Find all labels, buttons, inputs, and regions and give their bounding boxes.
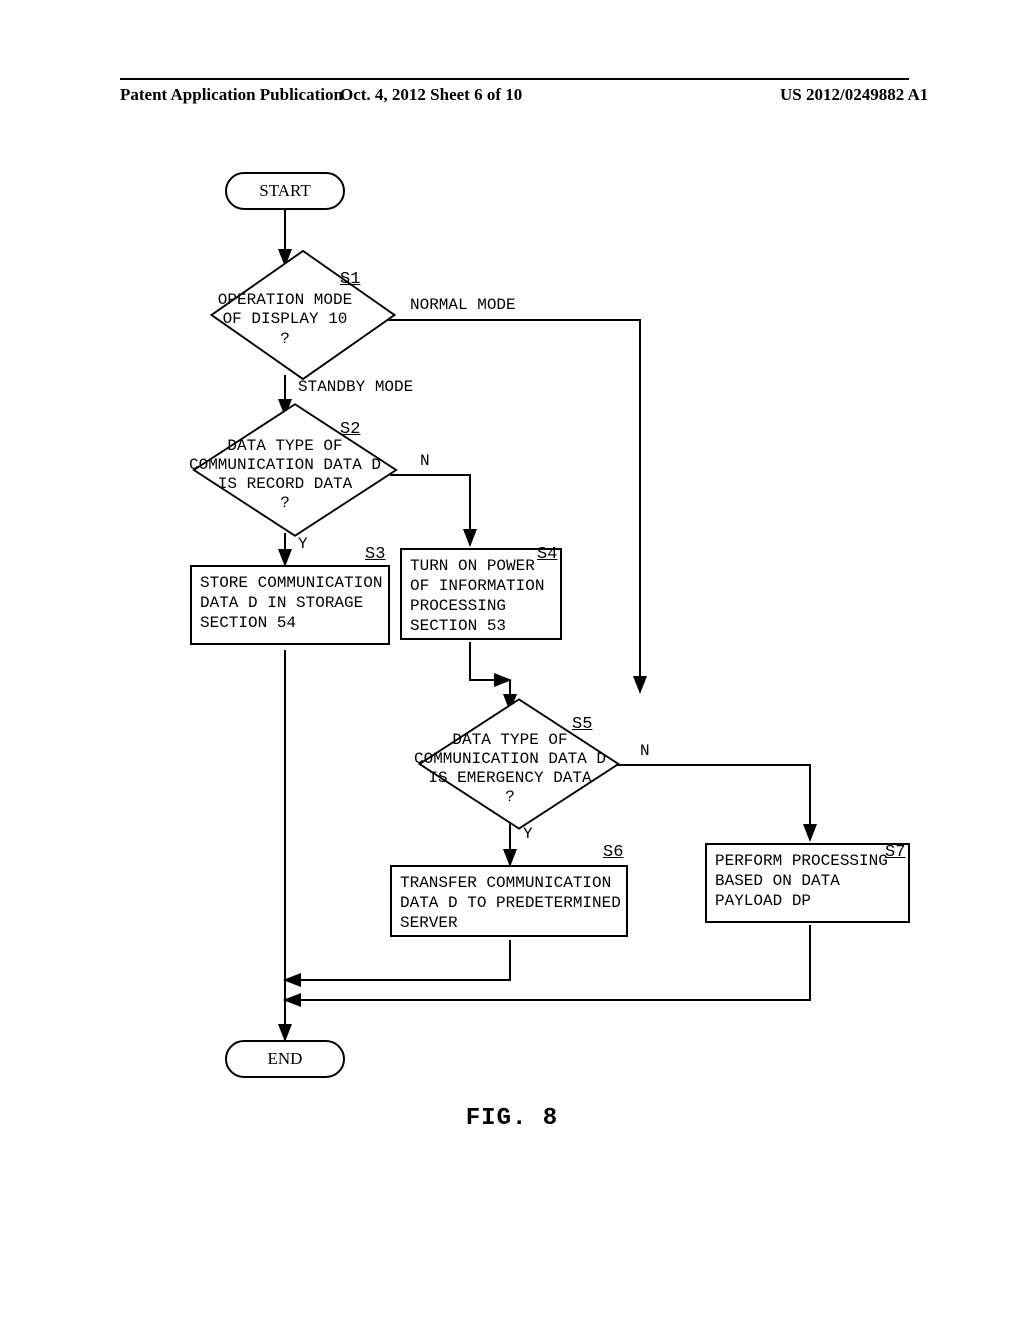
figure-label: FIG. 8 <box>0 1105 1024 1132</box>
decision-s2: DATA TYPE OF COMMUNICATION DATA D IS REC… <box>170 415 400 535</box>
step-label-s7: S7 <box>885 843 905 862</box>
edge-label-s5-n: N <box>640 742 650 760</box>
step-label-s3: S3 <box>365 545 385 564</box>
end-text: END <box>268 1049 303 1069</box>
edge-label-standby-mode: STANDBY MODE <box>298 378 413 396</box>
step-label-s2: S2 <box>340 420 360 439</box>
edge-label-s2-y: Y <box>298 535 308 553</box>
start-text: START <box>259 181 310 201</box>
step-label-s4: S4 <box>537 545 557 564</box>
process-s7: PERFORM PROCESSING BASED ON DATA PAYLOAD… <box>705 843 910 923</box>
page: Patent Application Publication Oct. 4, 2… <box>0 0 1024 1320</box>
edge-label-normal-mode: NORMAL MODE <box>410 296 516 314</box>
terminator-end: END <box>225 1040 345 1078</box>
process-s4-text: TURN ON POWER OF INFORMATION PROCESSING … <box>410 556 544 636</box>
process-s3-text: STORE COMMUNICATION DATA D IN STORAGE SE… <box>200 573 382 633</box>
header-right: US 2012/0249882 A1 <box>780 85 928 105</box>
edge-label-s5-y: Y <box>523 825 533 843</box>
process-s3: STORE COMMUNICATION DATA D IN STORAGE SE… <box>190 565 390 645</box>
edge-label-s2-n: N <box>420 452 430 470</box>
flowchart-canvas: START OPERATION MODE OF DISPLAY 10 ? S1 … <box>110 170 920 1100</box>
step-label-s1: S1 <box>340 270 360 289</box>
process-s6-text: TRANSFER COMMUNICATION DATA D TO PREDETE… <box>400 873 621 933</box>
terminator-start: START <box>225 172 345 210</box>
process-s6: TRANSFER COMMUNICATION DATA D TO PREDETE… <box>390 865 628 937</box>
header-rule <box>120 78 909 80</box>
process-s7-text: PERFORM PROCESSING BASED ON DATA PAYLOAD… <box>715 851 888 911</box>
step-label-s5: S5 <box>572 715 592 734</box>
step-label-s6: S6 <box>603 843 623 862</box>
header-left: Patent Application Publication <box>120 85 343 105</box>
header-mid: Oct. 4, 2012 Sheet 6 of 10 <box>340 85 522 105</box>
decision-s2-text: DATA TYPE OF COMMUNICATION DATA D IS REC… <box>170 415 400 535</box>
